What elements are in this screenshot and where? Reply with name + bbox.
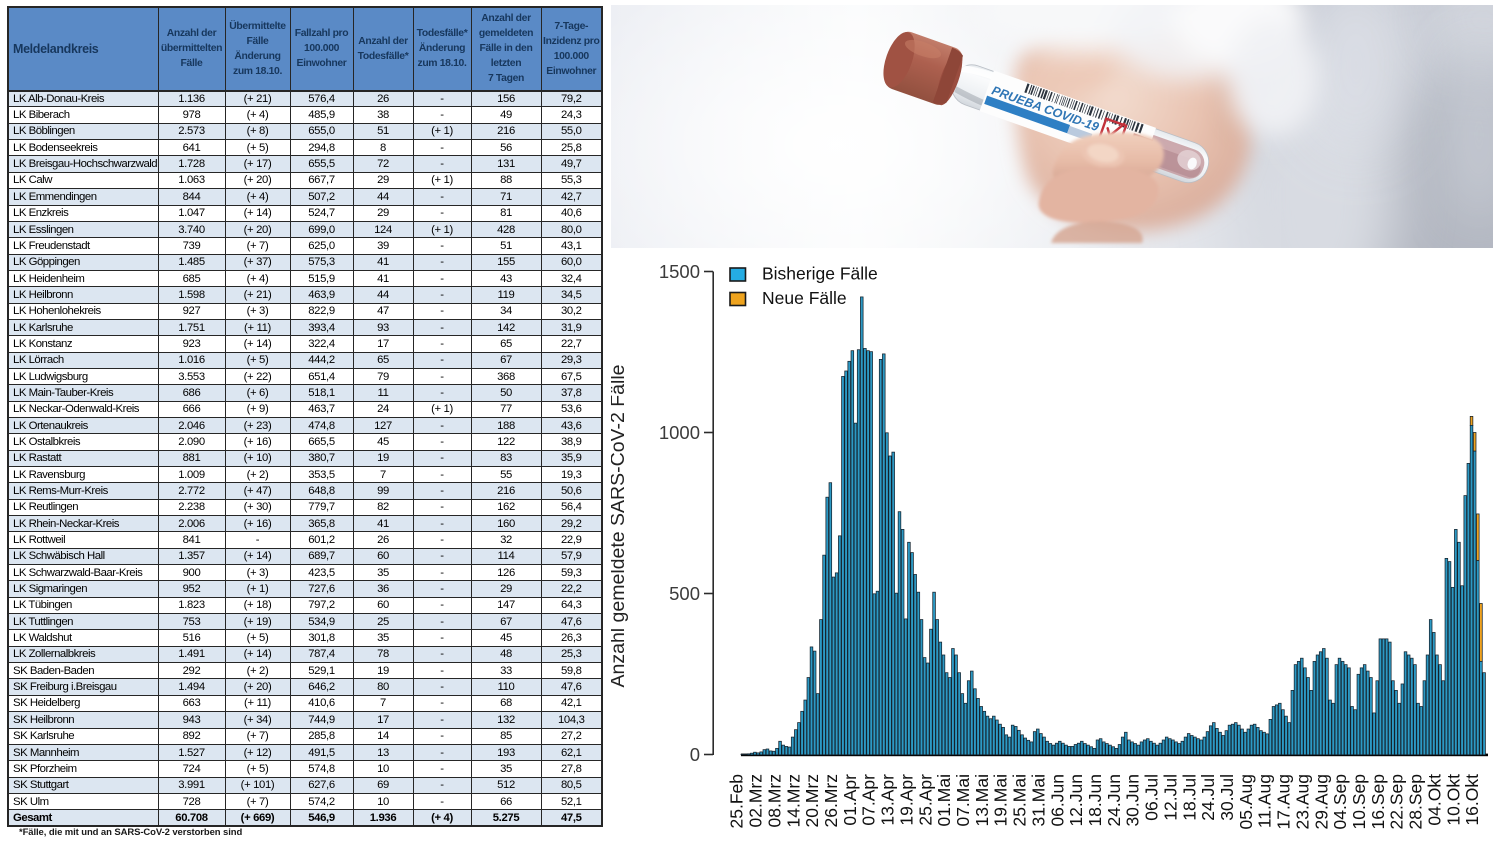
svg-text:24.Jul: 24.Jul xyxy=(1198,774,1218,821)
svg-text:16.Okt: 16.Okt xyxy=(1462,774,1482,826)
svg-text:14.Mrz: 14.Mrz xyxy=(783,774,803,827)
svg-text:1000: 1000 xyxy=(659,422,700,443)
svg-text:30.Jun: 30.Jun xyxy=(1123,774,1143,827)
svg-text:24.Jun: 24.Jun xyxy=(1104,774,1124,827)
svg-text:19.Apr: 19.Apr xyxy=(896,774,916,826)
svg-text:19.Mai: 19.Mai xyxy=(991,774,1011,827)
svg-text:12.Jun: 12.Jun xyxy=(1066,774,1086,827)
svg-text:08.Mrz: 08.Mrz xyxy=(764,774,784,827)
svg-text:25.Mai: 25.Mai xyxy=(1010,774,1030,827)
svg-text:02.Mrz: 02.Mrz xyxy=(746,774,766,827)
svg-text:04.Sep: 04.Sep xyxy=(1330,774,1350,829)
svg-text:17.Aug: 17.Aug xyxy=(1274,774,1294,829)
svg-text:05.Aug: 05.Aug xyxy=(1236,774,1256,829)
svg-text:26.Mrz: 26.Mrz xyxy=(821,774,841,827)
svg-text:0: 0 xyxy=(690,744,700,765)
svg-text:16.Sep: 16.Sep xyxy=(1368,774,1388,829)
svg-text:07.Mai: 07.Mai xyxy=(953,774,973,827)
svg-text:10.Okt: 10.Okt xyxy=(1443,774,1463,826)
svg-text:29.Aug: 29.Aug xyxy=(1311,774,1331,829)
svg-text:22.Sep: 22.Sep xyxy=(1387,774,1407,829)
svg-text:13.Mai: 13.Mai xyxy=(972,774,992,827)
svg-text:07.Apr: 07.Apr xyxy=(859,774,879,826)
svg-text:28.Sep: 28.Sep xyxy=(1406,774,1426,829)
svg-text:Bisherige Fälle: Bisherige Fälle xyxy=(762,264,878,284)
svg-text:13.Apr: 13.Apr xyxy=(878,774,898,826)
svg-text:20.Mrz: 20.Mrz xyxy=(802,774,822,827)
svg-text:1500: 1500 xyxy=(659,261,700,282)
svg-text:10.Sep: 10.Sep xyxy=(1349,774,1369,829)
svg-text:01.Mai: 01.Mai xyxy=(934,774,954,827)
svg-text:06.Jun: 06.Jun xyxy=(1047,774,1067,827)
svg-text:06.Jul: 06.Jul xyxy=(1142,774,1162,821)
svg-text:01.Apr: 01.Apr xyxy=(840,774,860,826)
svg-text:23.Aug: 23.Aug xyxy=(1292,774,1312,829)
svg-text:25.Feb: 25.Feb xyxy=(727,774,747,828)
svg-text:04.Okt: 04.Okt xyxy=(1424,774,1444,826)
svg-text:18.Jul: 18.Jul xyxy=(1179,774,1199,821)
svg-text:500: 500 xyxy=(669,583,700,604)
svg-text:Neue Fälle: Neue Fälle xyxy=(762,288,847,308)
svg-text:30.Jul: 30.Jul xyxy=(1217,774,1237,821)
svg-text:25.Apr: 25.Apr xyxy=(915,774,935,826)
svg-text:11.Aug: 11.Aug xyxy=(1255,774,1275,828)
svg-text:18.Jun: 18.Jun xyxy=(1085,774,1105,827)
svg-text:Anzahl gemeldete SARS-CoV-2 Fä: Anzahl gemeldete SARS-CoV-2 Fälle xyxy=(611,365,629,688)
svg-text:12.Jul: 12.Jul xyxy=(1160,774,1180,821)
svg-text:31.Mai: 31.Mai xyxy=(1028,774,1048,827)
